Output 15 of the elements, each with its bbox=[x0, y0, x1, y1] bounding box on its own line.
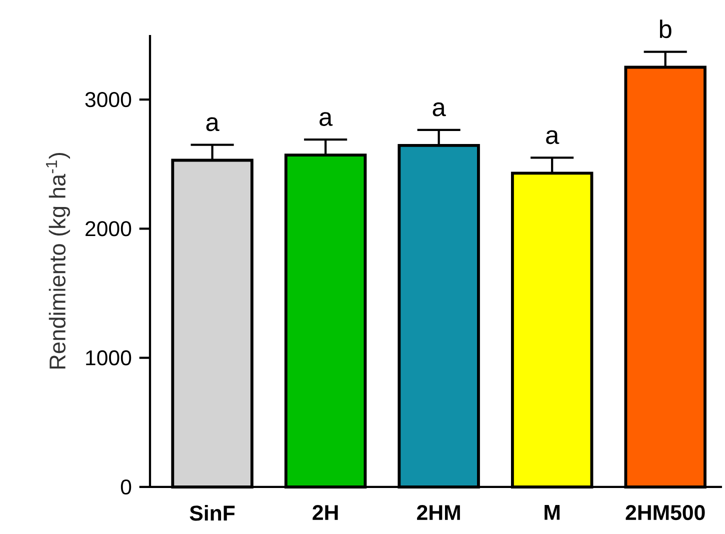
y-axis-title: Rendimiento (kg ha$^{-1}$) bbox=[46, 152, 70, 369]
y-tick-label: 0 bbox=[120, 479, 132, 495]
annotation: a bbox=[546, 130, 560, 144]
x-tick-label: 2HM500 bbox=[626, 505, 705, 520]
x-tick-label: SinF bbox=[190, 505, 235, 521]
y-tick-label: 1000 bbox=[86, 350, 132, 366]
y-tick-label: 2000 bbox=[86, 221, 132, 236]
x-tick-label: 2H bbox=[312, 505, 338, 520]
annotation: a bbox=[432, 102, 446, 116]
x-tick-label: M bbox=[544, 505, 560, 520]
annotation: a bbox=[206, 117, 220, 132]
x-tick-label: 2HM bbox=[417, 505, 460, 520]
y-tick-label: 3000 bbox=[85, 92, 132, 108]
annotation: b bbox=[660, 20, 672, 38]
annotation: a bbox=[320, 112, 333, 126]
